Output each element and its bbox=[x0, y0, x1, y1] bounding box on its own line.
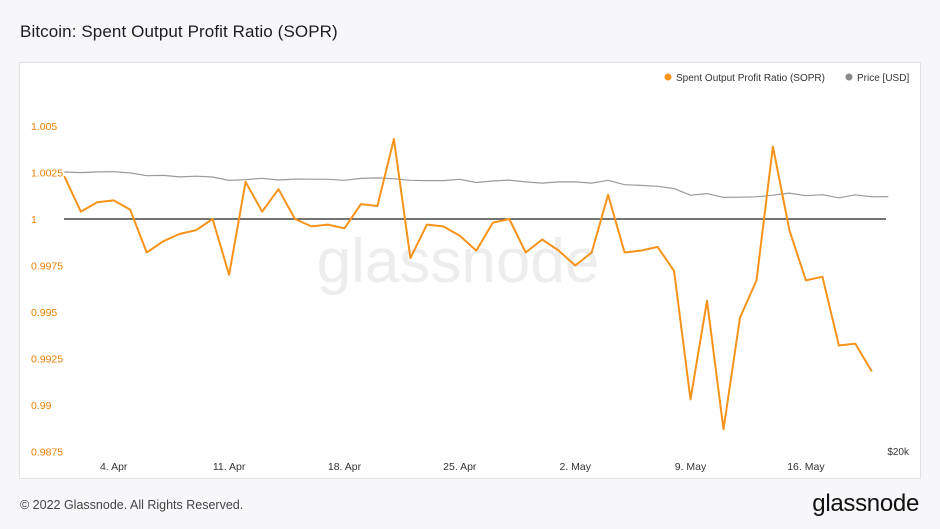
x-tick-label: 25. Apr bbox=[443, 461, 477, 473]
page-title: Bitcoin: Spent Output Profit Ratio (SOPR… bbox=[20, 22, 338, 41]
chart-card: glassnode Spent Output Profit Ratio (SOP… bbox=[19, 62, 921, 479]
legend: Spent Output Profit Ratio (SOPR) Price [… bbox=[664, 73, 910, 84]
x-tick-label: 16. May bbox=[787, 461, 825, 473]
series-line-price bbox=[64, 171, 889, 199]
x-tick-label: 4. Apr bbox=[100, 461, 128, 473]
glassnode-logo[interactable]: glassnode bbox=[812, 490, 919, 517]
series-line-sopr bbox=[63, 138, 873, 431]
series-layer bbox=[63, 138, 889, 431]
x-tick-label: 9. May bbox=[675, 461, 707, 473]
watermark-text: glassnode bbox=[317, 227, 600, 296]
legend-label-price: Price [USD] bbox=[857, 73, 909, 84]
legend-swatch-sopr bbox=[664, 73, 672, 81]
legend-item-sopr[interactable]: Spent Output Profit Ratio (SOPR) bbox=[664, 73, 825, 84]
y-tick-label: 0.99 bbox=[31, 400, 52, 412]
legend-label-sopr: Spent Output Profit Ratio (SOPR) bbox=[676, 73, 825, 84]
copyright-text: © 2022 Glassnode. All Rights Reserved. bbox=[20, 498, 244, 512]
legend-swatch-price bbox=[845, 73, 853, 81]
y-tick-label: 0.9875 bbox=[31, 447, 63, 459]
x-tick-label: 2. May bbox=[559, 461, 591, 473]
y-tick-label: 0.9975 bbox=[31, 261, 63, 273]
x-tick-label: 11. Apr bbox=[213, 461, 246, 473]
y-tick-label: 0.995 bbox=[31, 307, 57, 319]
sopr-price-chart: glassnode Spent Output Profit Ratio (SOP… bbox=[31, 73, 910, 473]
y-axis-right-tick: $20k bbox=[887, 447, 910, 458]
y-tick-label: 1 bbox=[31, 214, 37, 226]
y-tick-label: 1.0025 bbox=[31, 168, 63, 180]
legend-item-price[interactable]: Price [USD] bbox=[845, 73, 910, 84]
y-tick-label: 0.9925 bbox=[31, 354, 63, 366]
y-tick-label: 1.005 bbox=[31, 121, 57, 133]
x-axis: 4. Apr 11. Apr 18. Apr 25. Apr 2. May 9. May 1… bbox=[100, 461, 825, 473]
x-tick-label: 18. Apr bbox=[328, 461, 362, 473]
y-axis-left: 0.9875 0.99 0.9925 0.995 0.9975 1 1.0025 1.005 bbox=[31, 121, 63, 459]
